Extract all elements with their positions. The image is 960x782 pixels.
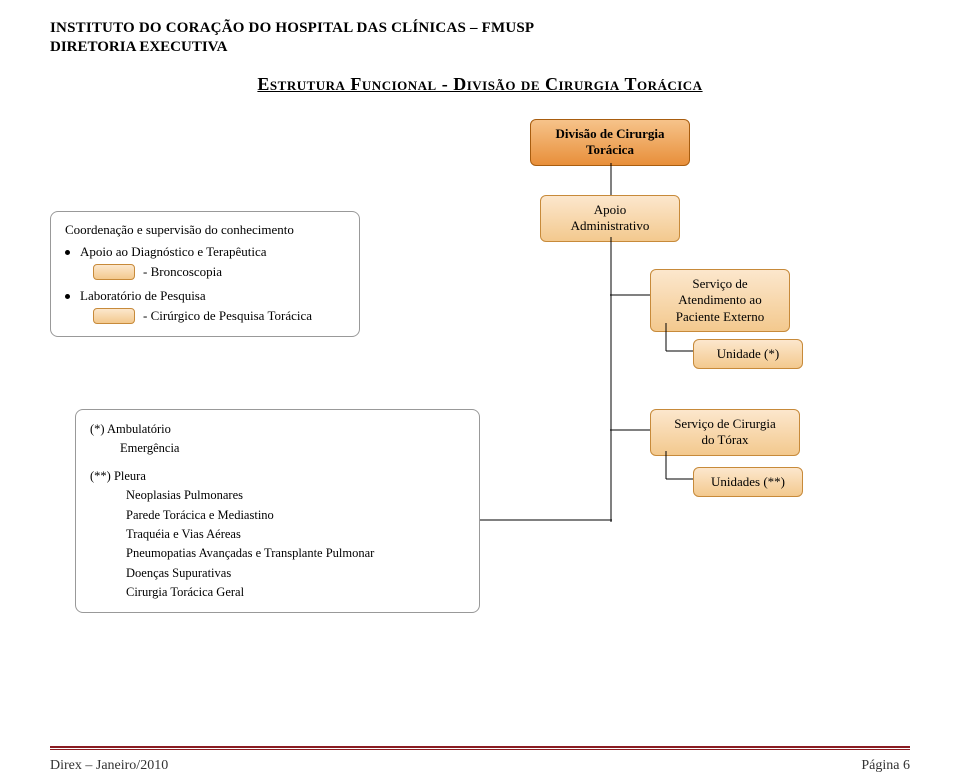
node-label: Apoio (594, 202, 627, 217)
note-doencas: Doenças Supurativas (90, 564, 465, 583)
note-pleura: (**) Pleura (90, 467, 465, 486)
footer-right: Página 6 (861, 758, 910, 774)
node-divisao-root: Divisão de Cirurgia Torácica (530, 119, 690, 166)
header-institution: INSTITUTO DO CORAÇÃO DO HOSPITAL DAS CLÍ… (50, 20, 910, 37)
node-unidades: Unidades (**) (693, 467, 803, 497)
footer-left: Direx – Janeiro/2010 (50, 758, 168, 774)
node-apoio-admin: Apoio Administrativo (540, 195, 680, 242)
bullet-label: Apoio ao Diagnóstico e Terapêutica (80, 244, 267, 260)
note-ambulatorio: (*) Ambulatório (90, 420, 465, 439)
notes-box: (*) Ambulatório Emergência (**) Pleura N… (75, 409, 480, 613)
org-chart-canvas: Divisão de Cirurgia Torácica Apoio Admin… (50, 119, 910, 679)
node-label: Administrativo (571, 218, 650, 233)
note-neoplasias: Neoplasias Pulmonares (90, 486, 465, 505)
indent-broncoscopia: - Broncoscopia (93, 264, 345, 280)
node-label: Torácica (586, 142, 634, 157)
page-title: Estrutura Funcional - Divisão de Cirurgi… (50, 74, 910, 95)
note-traqueia: Traquéia e Vias Aéreas (90, 525, 465, 544)
node-label: Atendimento ao (678, 292, 761, 307)
note-pneumopatias: Pneumopatias Avançadas e Transplante Pul… (90, 544, 465, 563)
coord-box: Coordenação e supervisão do conhecimento… (50, 211, 360, 337)
node-label: do Tórax (701, 432, 748, 447)
node-label: Serviço de (692, 276, 747, 291)
indent-label: - Broncoscopia (143, 264, 222, 280)
node-servico-cirurgia: Serviço de Cirurgia do Tórax (650, 409, 800, 456)
note-cirurgia-geral: Cirurgia Torácica Geral (90, 583, 465, 602)
bullet-icon (65, 294, 70, 299)
node-label: Divisão de Cirurgia (555, 126, 664, 141)
indent-cirurgico: - Cirúrgico de Pesquisa Torácica (93, 308, 345, 324)
note-emergencia: Emergência (90, 439, 465, 458)
bullet-lab: Laboratório de Pesquisa (65, 288, 345, 304)
bullet-apoio-diag: Apoio ao Diagnóstico e Terapêutica (65, 244, 345, 260)
node-unidade: Unidade (*) (693, 339, 803, 369)
node-servico-atendimento: Serviço de Atendimento ao Paciente Exter… (650, 269, 790, 332)
swatch-icon (93, 264, 135, 280)
coord-box-title: Coordenação e supervisão do conhecimento (65, 222, 345, 238)
node-label: Paciente Externo (676, 309, 764, 324)
note-parede: Parede Torácica e Mediastino (90, 506, 465, 525)
indent-label: - Cirúrgico de Pesquisa Torácica (143, 308, 312, 324)
bullet-icon (65, 250, 70, 255)
header-directorate: DIRETORIA EXECUTIVA (50, 39, 910, 56)
node-label: Unidades (**) (711, 474, 785, 489)
bullet-label: Laboratório de Pesquisa (80, 288, 206, 304)
node-label: Unidade (*) (717, 346, 779, 361)
node-label: Serviço de Cirurgia (674, 416, 776, 431)
footer-rule (50, 746, 910, 750)
swatch-icon (93, 308, 135, 324)
